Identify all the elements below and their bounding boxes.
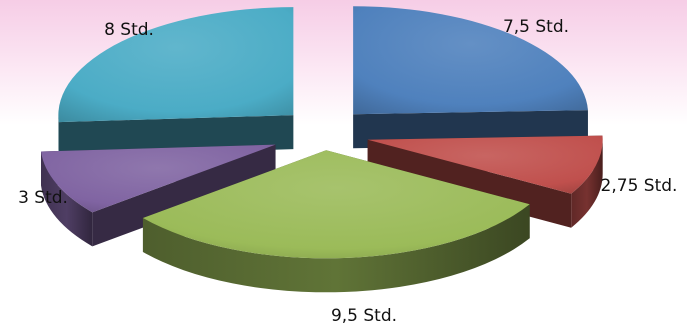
slice-label-3: 9,5 Std.	[331, 306, 397, 326]
slice-label-2: 2,75 Std.	[601, 176, 678, 196]
slice-label-5: 8 Std.	[104, 20, 154, 40]
pie-slice-3	[142, 150, 530, 293]
pie-slice-top-5	[58, 7, 294, 123]
pie-slice-5	[58, 7, 294, 157]
pie-slice-top-1	[353, 6, 588, 115]
pie-slice-top-4	[41, 144, 276, 213]
slice-label-4: 3 Std.	[18, 188, 68, 208]
pie-slice-4	[41, 144, 276, 247]
pie-slice-top-3	[142, 150, 530, 259]
pie-slice-top-2	[367, 135, 603, 194]
slice-label-1: 7,5 Std.	[503, 17, 569, 37]
